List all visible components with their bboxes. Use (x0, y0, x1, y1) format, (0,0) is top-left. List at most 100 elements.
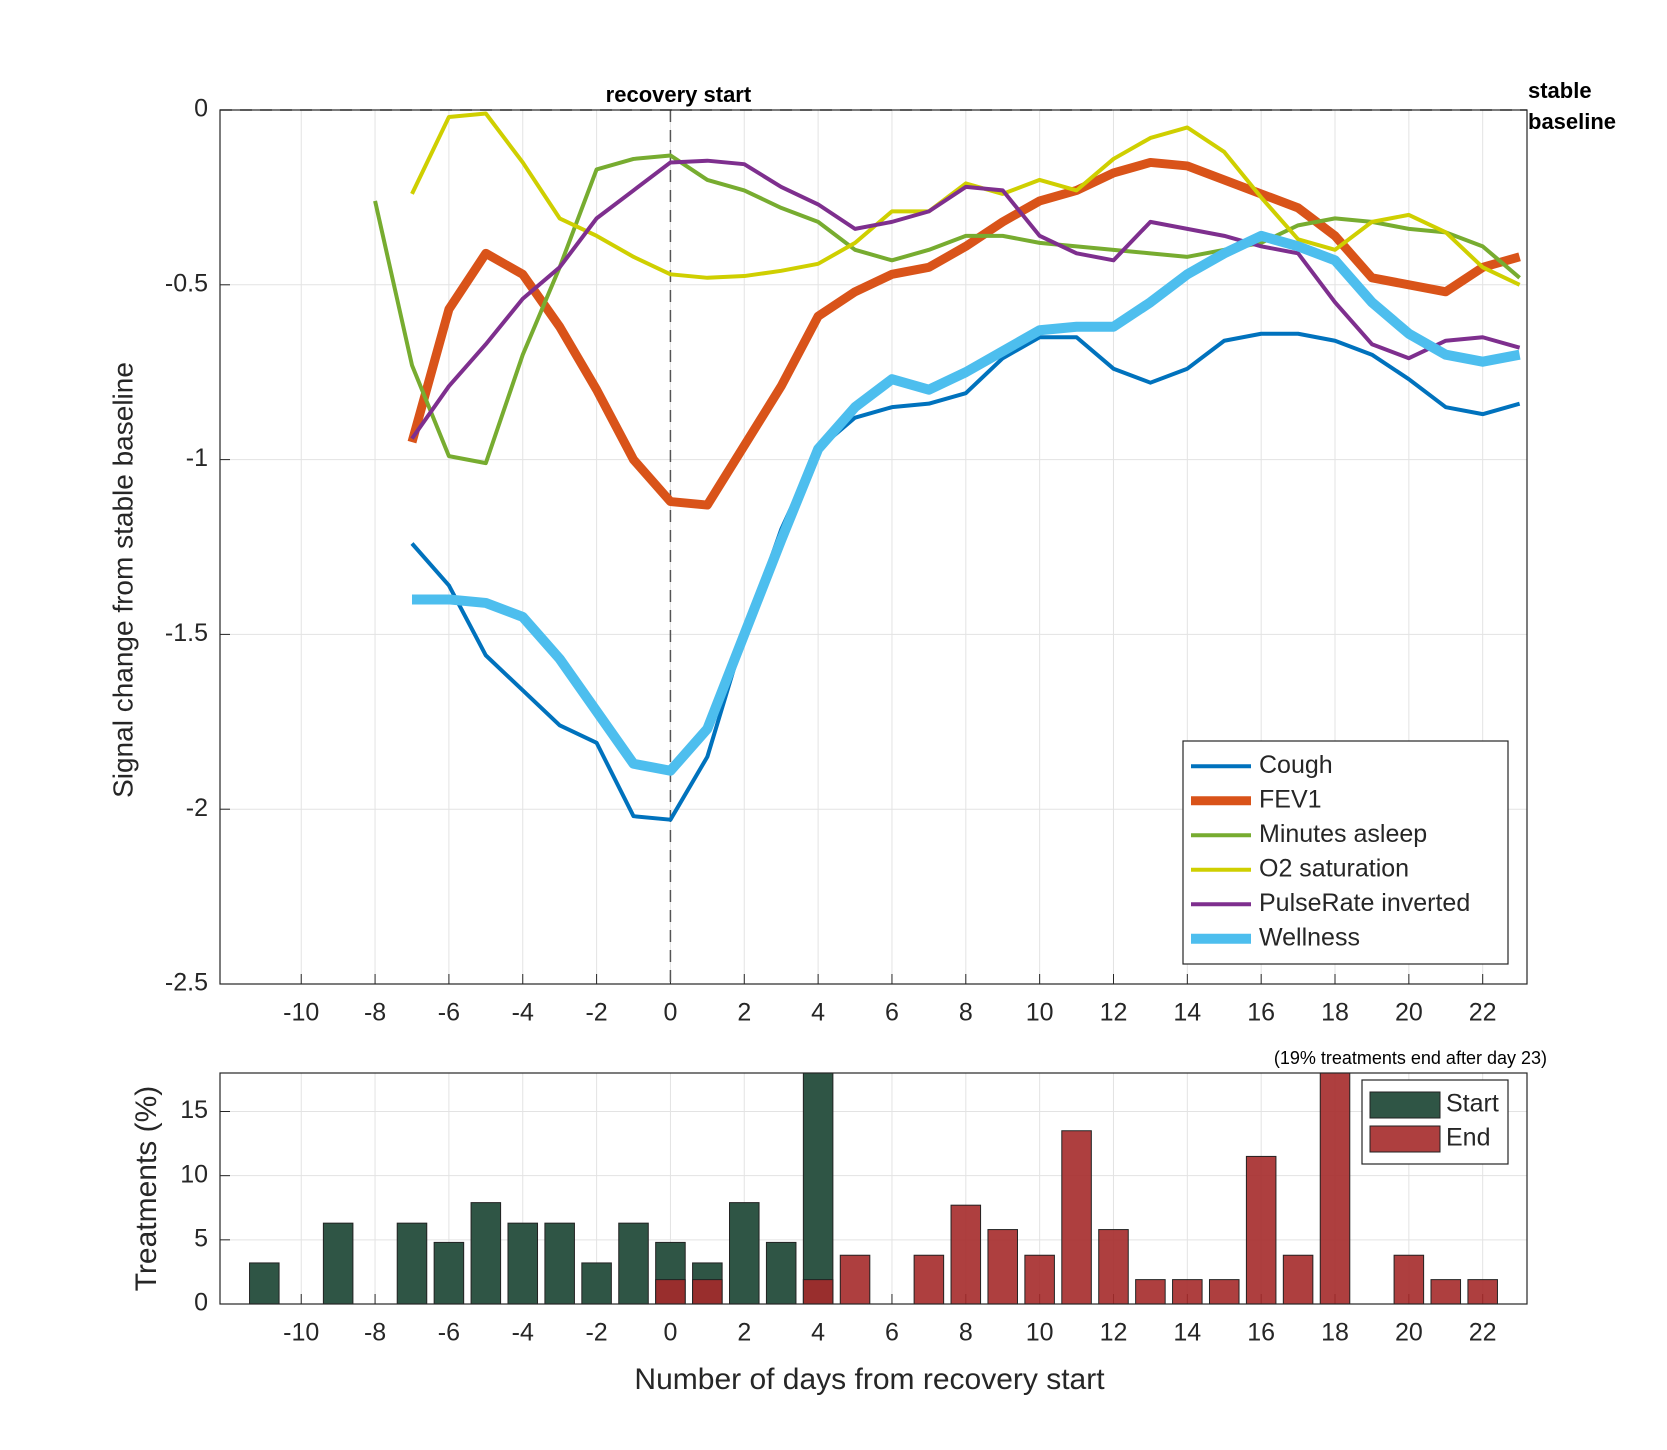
x-tick-label: -6 (438, 1319, 460, 1347)
x-tick-label: -8 (364, 1319, 386, 1347)
x-tick-label: 10 (1026, 999, 1054, 1027)
bar (618, 1222, 649, 1304)
legend-label: FEV1 (1259, 785, 1322, 813)
y-tick-label: -2 (186, 794, 208, 822)
x-tick-label: 18 (1321, 1319, 1349, 1347)
x-tick-label: -10 (283, 1319, 319, 1347)
x-tick-label: 6 (885, 1319, 899, 1347)
x-tick-label: 14 (1173, 1319, 1201, 1347)
x-tick-label: 16 (1247, 1319, 1275, 1347)
y-axis-label: Signal change from stable baseline (107, 362, 138, 798)
series-line (373, 153, 1521, 466)
x-tick-label: -6 (438, 999, 460, 1027)
x-tick-label: 10 (1026, 1319, 1054, 1347)
y-tick-label: 0 (194, 95, 208, 123)
axes-box (219, 1072, 1528, 1305)
x-tick-label: 4 (811, 999, 825, 1027)
series-line (410, 331, 1521, 822)
x-tick-label: -4 (512, 999, 534, 1027)
x-tick-label: 6 (885, 999, 899, 1027)
bar (1208, 1279, 1240, 1304)
axes-box (219, 109, 1528, 985)
bar (1024, 1254, 1055, 1304)
legend-label: PulseRate inverted (1259, 889, 1470, 917)
bar (692, 1279, 723, 1304)
x-tick-label: -8 (364, 999, 386, 1027)
bar (802, 1073, 834, 1304)
bar (433, 1241, 465, 1304)
bar (1319, 1073, 1351, 1304)
x-tick-label: 22 (1469, 999, 1497, 1027)
bars (249, 1073, 1498, 1304)
y-tick-label: 0 (194, 1289, 208, 1317)
series-line (407, 157, 1521, 510)
series-line (410, 111, 1521, 287)
bar (987, 1229, 1018, 1304)
x-tick-label: 12 (1100, 1319, 1128, 1347)
x-tick-label: 12 (1100, 999, 1128, 1027)
x-tick-label: -4 (512, 1319, 534, 1347)
legend-label: Start (1446, 1090, 1499, 1118)
bar (839, 1254, 871, 1304)
legend-swatch (1369, 1091, 1441, 1119)
y-tick-label: -1 (186, 444, 208, 472)
bar (729, 1202, 760, 1304)
bar (1098, 1229, 1129, 1304)
y-tick-label: 10 (180, 1160, 208, 1188)
legend-label: Cough (1259, 751, 1333, 779)
series-line (411, 230, 1521, 776)
x-tick-label: 0 (663, 999, 677, 1027)
bar (1061, 1130, 1092, 1304)
x-tick-label: 8 (959, 999, 973, 1027)
x-tick-label: 2 (737, 999, 751, 1027)
annotation: recovery start (606, 82, 752, 107)
bar (544, 1222, 575, 1304)
bar (1282, 1254, 1314, 1304)
y-tick-label: -2.5 (165, 969, 208, 997)
annotation: baseline (1528, 109, 1616, 134)
bar (1467, 1279, 1498, 1304)
bar (950, 1204, 982, 1304)
bar (655, 1279, 686, 1304)
legend-label: End (1446, 1124, 1490, 1152)
x-tick-label: -10 (283, 999, 319, 1027)
bar (507, 1222, 539, 1304)
bar (470, 1202, 502, 1304)
x-tick-label: 8 (959, 1319, 973, 1347)
bar (913, 1254, 945, 1304)
legend-label: Minutes asleep (1259, 820, 1427, 848)
x-axis-label: Number of days from recovery start (634, 1363, 1105, 1396)
bar (1430, 1279, 1462, 1304)
bar (249, 1262, 280, 1304)
bar (1172, 1279, 1203, 1304)
x-tick-label: -2 (585, 1319, 607, 1347)
y-tick-label: 15 (180, 1096, 208, 1124)
x-tick-label: 14 (1173, 999, 1201, 1027)
bar (581, 1262, 612, 1304)
annotation: (19% treatments end after day 23) (1274, 1048, 1547, 1068)
x-tick-label: 2 (737, 1319, 751, 1347)
bar (802, 1279, 834, 1304)
bar (765, 1241, 797, 1304)
x-tick-label: -2 (585, 999, 607, 1027)
bar (1393, 1254, 1425, 1304)
legend-label: O2 saturation (1259, 854, 1409, 882)
bar (1245, 1155, 1277, 1304)
x-tick-label: 4 (811, 1319, 825, 1347)
y-tick-label: -0.5 (165, 269, 208, 297)
y-axis-label: Treatments (%) (130, 1086, 163, 1292)
x-tick-label: 18 (1321, 999, 1349, 1027)
legend-box (1182, 740, 1509, 965)
y-tick-label: 5 (194, 1224, 208, 1252)
bar (1135, 1279, 1166, 1304)
x-tick-label: 16 (1247, 999, 1275, 1027)
x-tick-label: 20 (1395, 999, 1423, 1027)
x-tick-label: 22 (1469, 1319, 1497, 1347)
annotation: stable (1528, 78, 1592, 103)
y-tick-label: -1.5 (165, 619, 208, 647)
x-tick-label: 20 (1395, 1319, 1423, 1347)
legend-label: Wellness (1259, 923, 1360, 951)
series-line (410, 158, 1521, 440)
